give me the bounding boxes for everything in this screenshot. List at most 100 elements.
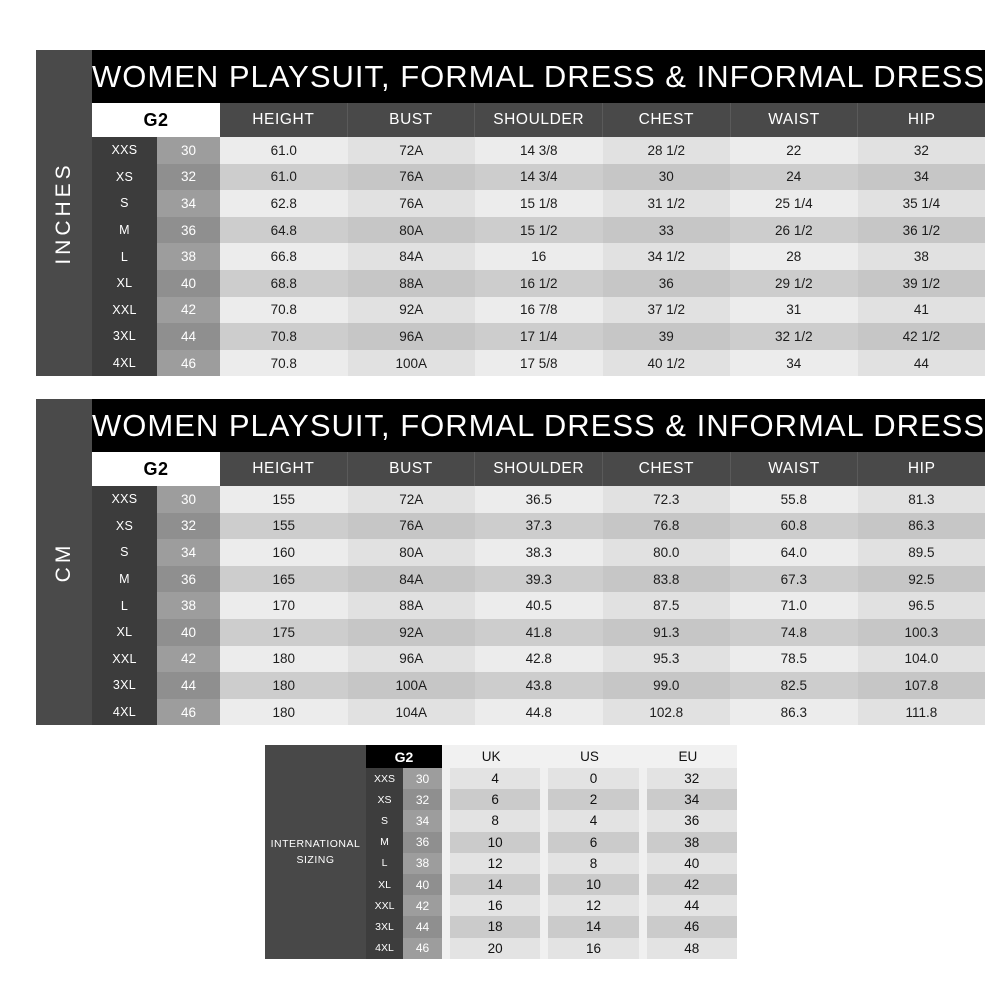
size-row-3xl: 3XL 44 18 14 46: [366, 916, 737, 938]
measurement-cell-waist: 28: [730, 243, 858, 270]
measurement-cell-waist: 24: [730, 163, 858, 191]
column-header-bust: BUST: [346, 103, 475, 137]
size-row-3xl: 3XL 44 70.8 96A 17 1/4 39 32 1/2 42 1/2: [92, 323, 986, 350]
measurement-cell-bust: 76A: [347, 512, 476, 540]
measurement-cell-height: 180: [220, 698, 348, 726]
measurement-cell-shoulder: 37.3: [475, 512, 603, 540]
g2-number: 34: [157, 190, 220, 217]
measurement-cell-hip: 104.0: [857, 645, 986, 673]
measurement-cell-chest: 36: [602, 269, 731, 297]
measurement-cell-shoulder: 16: [475, 243, 603, 270]
size-label: 3XL: [92, 323, 157, 350]
measurement-cell-shoulder: 36.5: [475, 486, 603, 513]
measurement-cell-bust: 80A: [347, 539, 476, 566]
measurement-cell-waist: 31: [730, 296, 858, 324]
measurement-cell-shoulder: 17 5/8: [475, 349, 603, 377]
measurement-cell-shoulder: 15 1/8: [475, 190, 603, 217]
size-label: XL: [92, 618, 157, 646]
measurement-cell-shoulder: 14 3/8: [475, 137, 603, 164]
measurement-cell-bust: 92A: [347, 618, 476, 646]
measurement-cell-hip: 38: [857, 243, 986, 270]
region-size-cell-eu: 34: [638, 789, 737, 811]
g2-number: 34: [403, 810, 442, 832]
measurement-cell-hip: 39 1/2: [857, 269, 986, 297]
size-row-xxs: XXS 30 61.0 72A 14 3/8 28 1/2 22 32: [92, 137, 986, 164]
measurement-cell-waist: 22: [730, 137, 858, 164]
g2-number: 32: [157, 163, 220, 191]
size-label: XL: [92, 269, 157, 297]
region-size-cell-eu: 38: [638, 831, 737, 853]
region-size-cell-us: 0: [540, 768, 639, 790]
measurement-cell-shoulder: 38.3: [475, 539, 603, 566]
measurement-cell-shoulder: 39.3: [475, 565, 603, 593]
column-header-height: HEIGHT: [220, 103, 347, 137]
measurement-cell-height: 64.8: [220, 216, 348, 244]
region-size-cell-uk: 18: [442, 916, 541, 938]
size-label: 4XL: [366, 937, 403, 959]
measurement-cell-hip: 96.5: [857, 592, 986, 619]
size-row-xs: XS 32 6 2 34: [366, 789, 737, 811]
region-size-cell-eu: 32: [638, 768, 737, 790]
size-label: L: [92, 592, 157, 619]
column-header-hip: HIP: [857, 103, 986, 137]
g2-number: 32: [157, 512, 220, 540]
size-label: 3XL: [366, 916, 403, 938]
size-label: XS: [92, 163, 157, 191]
measurement-cell-hip: 81.3: [857, 486, 986, 513]
measurement-cell-hip: 36 1/2: [857, 216, 986, 244]
g2-number: 40: [157, 618, 220, 646]
cm-table-title: WOMEN PLAYSUIT, FORMAL DRESS & INFORMAL …: [92, 399, 986, 452]
g2-number: 36: [403, 831, 442, 853]
measurement-cell-waist: 67.3: [730, 565, 858, 593]
size-row-s: S 34 62.8 76A 15 1/8 31 1/2 25 1/4 35 1/4: [92, 190, 986, 217]
measurement-cell-chest: 99.0: [602, 672, 731, 699]
size-row-xxs: XXS 30 4 0 32: [366, 768, 737, 790]
measurement-cell-waist: 86.3: [730, 698, 858, 726]
region-size-cell-uk: 12: [442, 852, 541, 874]
measurement-cell-chest: 40 1/2: [602, 349, 731, 377]
measurement-cell-hip: 35 1/4: [857, 190, 986, 217]
g2-number: 42: [157, 296, 220, 324]
region-size-cell-uk: 6: [442, 789, 541, 811]
g2-number: 42: [157, 645, 220, 673]
measurement-cell-bust: 88A: [347, 269, 476, 297]
measurement-cell-chest: 87.5: [602, 592, 731, 619]
international-header-row: G2 UK US EU: [366, 745, 737, 768]
column-header-us: US: [540, 745, 639, 768]
measurement-cell-shoulder: 14 3/4: [475, 163, 603, 191]
size-row-m: M 36 64.8 80A 15 1/2 33 26 1/2 36 1/2: [92, 216, 986, 244]
international-sizing-label: INTERNATIONAL SIZING: [265, 745, 366, 959]
measurement-cell-bust: 100A: [347, 349, 476, 377]
international-label-line2: SIZING: [296, 853, 335, 866]
size-row-4xl: 4XL 46 70.8 100A 17 5/8 40 1/2 34 44: [92, 349, 986, 377]
measurement-cell-waist: 64.0: [730, 539, 858, 566]
measurement-cell-shoulder: 16 1/2: [475, 269, 603, 297]
measurement-cell-hip: 100.3: [857, 618, 986, 646]
measurement-cell-waist: 78.5: [730, 645, 858, 673]
measurement-cell-waist: 71.0: [730, 592, 858, 619]
region-size-cell-uk: 14: [442, 873, 541, 896]
region-size-cell-us: 14: [540, 916, 639, 938]
measurement-cell-bust: 88A: [347, 592, 476, 619]
region-size-cell-uk: 8: [442, 810, 541, 832]
size-label: L: [92, 243, 157, 270]
g2-number: 30: [403, 768, 442, 790]
measurement-cell-waist: 25 1/4: [730, 190, 858, 217]
size-row-4xl: 4XL 46 20 16 48: [366, 937, 737, 959]
international-table-body: XXS 30 4 0 32 XS 32 6 2 34 S 34 8 4 36 M 36 10 6 38 L 38 12 8 40…: [366, 768, 737, 959]
size-label: XXS: [92, 137, 157, 164]
measurement-cell-shoulder: 17 1/4: [475, 323, 603, 350]
column-header-hip: HIP: [857, 452, 986, 486]
g2-number: 40: [403, 873, 442, 896]
size-label: XS: [366, 789, 403, 811]
measurement-cell-shoulder: 15 1/2: [475, 216, 603, 244]
size-label: XXL: [366, 895, 403, 917]
column-header-uk: UK: [442, 745, 541, 768]
size-row-xl: XL 40 68.8 88A 16 1/2 36 29 1/2 39 1/2: [92, 269, 986, 297]
measurement-cell-chest: 102.8: [602, 698, 731, 726]
size-row-xxl: XXL 42 180 96A 42.8 95.3 78.5 104.0: [92, 645, 986, 673]
measurement-cell-bust: 96A: [347, 323, 476, 350]
size-label: 3XL: [92, 672, 157, 699]
measurement-cell-height: 61.0: [220, 163, 348, 191]
measurement-cell-chest: 91.3: [602, 618, 731, 646]
